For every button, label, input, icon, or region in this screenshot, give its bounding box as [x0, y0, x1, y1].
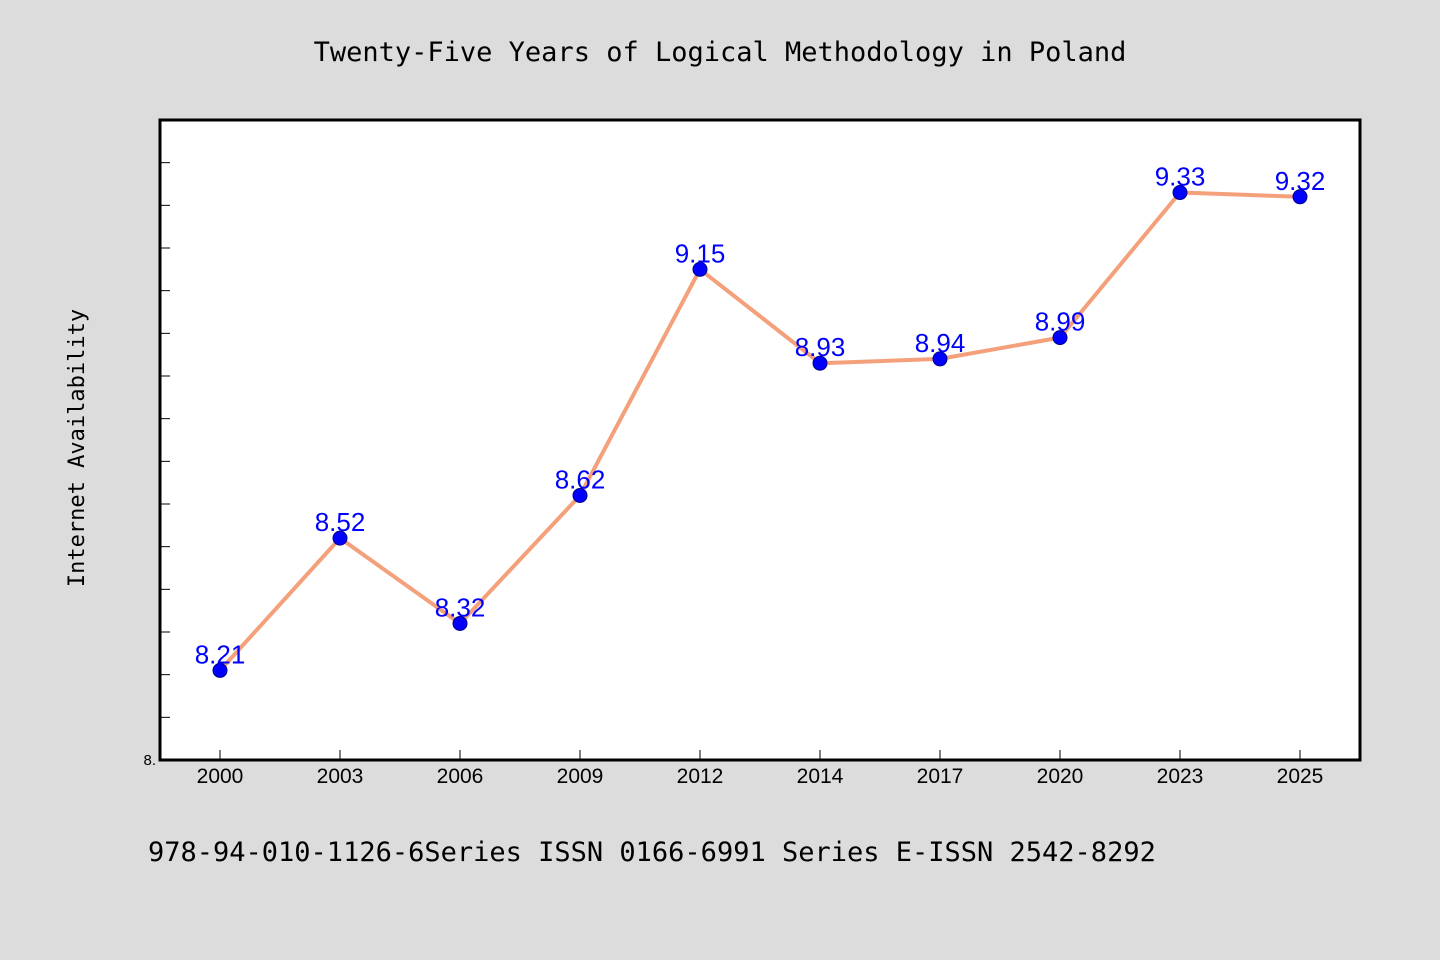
data-label: 8.52: [315, 507, 366, 537]
data-label: 8.94: [915, 328, 966, 358]
data-point: [1172, 185, 1188, 201]
data-label: 8.99: [1035, 307, 1086, 337]
y-tick-label: 8.: [143, 752, 156, 769]
data-point: [1292, 189, 1308, 205]
data-point: [572, 487, 588, 503]
data-point: [932, 351, 948, 367]
x-tick-label: 2003: [317, 765, 364, 788]
series-line: [218, 190, 1302, 673]
x-tick-label: 2012: [677, 765, 724, 788]
footer-note: 978-94-010-1126-6Series ISSN 0166-6991 S…: [148, 837, 1156, 868]
x-tick-label: 2017: [917, 765, 964, 788]
x-tick-label: 2014: [797, 765, 844, 788]
x-tick-label: 2009: [557, 765, 604, 788]
data-label: 8.32: [435, 592, 486, 622]
data-point: [692, 261, 708, 277]
chart-title: Twenty-Five Years of Logical Methodology…: [314, 37, 1127, 68]
data-label: 8.62: [555, 464, 606, 494]
x-tick-label: 2000: [197, 765, 244, 788]
y-axis-label: Internet Availability: [65, 309, 90, 587]
data-point: [332, 530, 348, 546]
data-label: 9.32: [1275, 166, 1326, 196]
data-labels: 8.21 8.52 8.32 8.62 9.15 8.93 8.94 8.99 9.33 9.32: [195, 162, 1326, 670]
y-axis-ticks: 8.: [143, 162, 170, 769]
x-tick-label: 2006: [437, 765, 484, 788]
data-points: [212, 185, 1308, 678]
data-label: 9.15: [675, 238, 726, 268]
x-tick-label: 2025: [1277, 765, 1324, 788]
x-tick-label: 2020: [1037, 765, 1084, 788]
x-tick-label: 2023: [1157, 765, 1204, 788]
x-axis-ticks: 2000 2003 2006 2009 2012 2014 2017 2020 2023 2025: [197, 750, 1324, 788]
data-label: 8.21: [195, 639, 246, 669]
data-point: [812, 355, 828, 371]
data-label: 8.93: [795, 332, 846, 362]
data-point: [212, 662, 228, 678]
data-label: 9.33: [1155, 162, 1206, 192]
data-point: [452, 615, 468, 631]
plot-area: [158, 118, 1362, 762]
data-point: [1052, 330, 1068, 346]
